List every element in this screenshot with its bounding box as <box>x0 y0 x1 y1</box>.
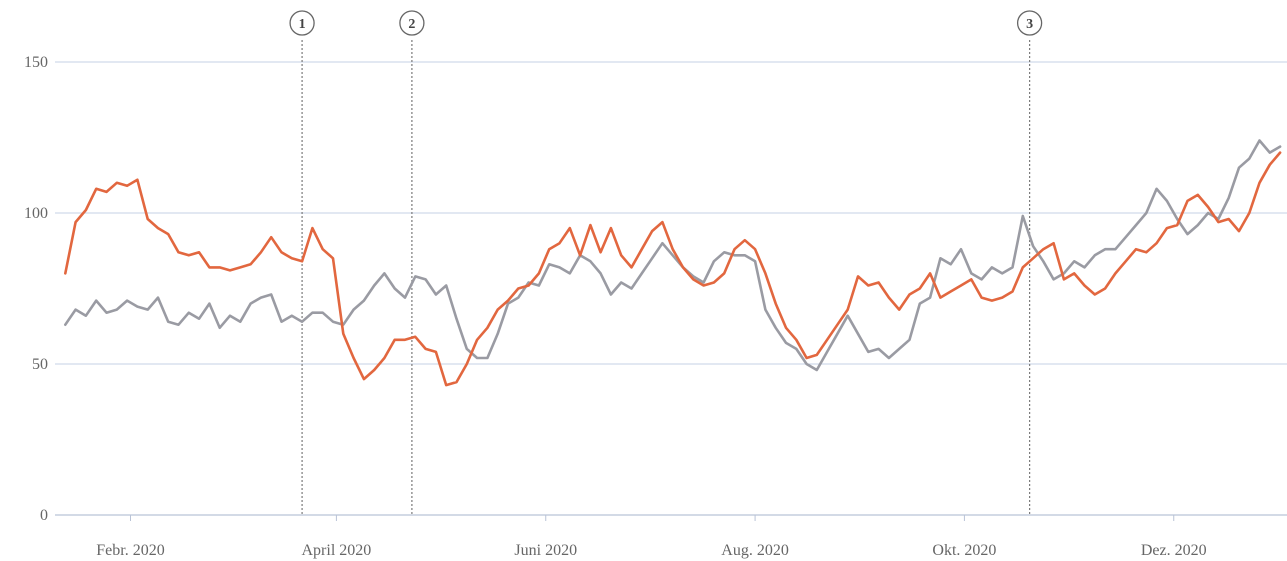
series-line <box>64 139 1282 372</box>
event-markers: 1 2 3 <box>289 10 1043 515</box>
grid <box>55 61 1287 516</box>
x-tick-label: Dez. 2020 <box>1141 542 1207 559</box>
x-tick-label: Okt. 2020 <box>932 542 996 559</box>
marker-label: 1 <box>299 17 306 32</box>
series <box>64 139 1282 387</box>
marker-label: 3 <box>1026 17 1033 32</box>
x-tick-label: Febr. 2020 <box>96 542 164 559</box>
y-tick-label: 50 <box>32 356 48 373</box>
marker-circle <box>289 10 315 36</box>
marker-circle <box>399 10 425 36</box>
marker-circle <box>1016 10 1043 36</box>
x-tick-label: Juni 2020 <box>514 542 577 559</box>
marker-label: 2 <box>408 17 415 32</box>
y-tick-label: 150 <box>24 54 48 71</box>
y-tick-label: 0 <box>40 507 48 524</box>
axes: 0 50 100 150 Febr. 2020 April 2020 Juni … <box>24 54 1207 559</box>
y-tick-label: 100 <box>24 205 48 222</box>
series-line <box>64 151 1282 387</box>
x-tick-label: April 2020 <box>302 542 372 559</box>
x-tick-label: Aug. 2020 <box>721 542 789 559</box>
